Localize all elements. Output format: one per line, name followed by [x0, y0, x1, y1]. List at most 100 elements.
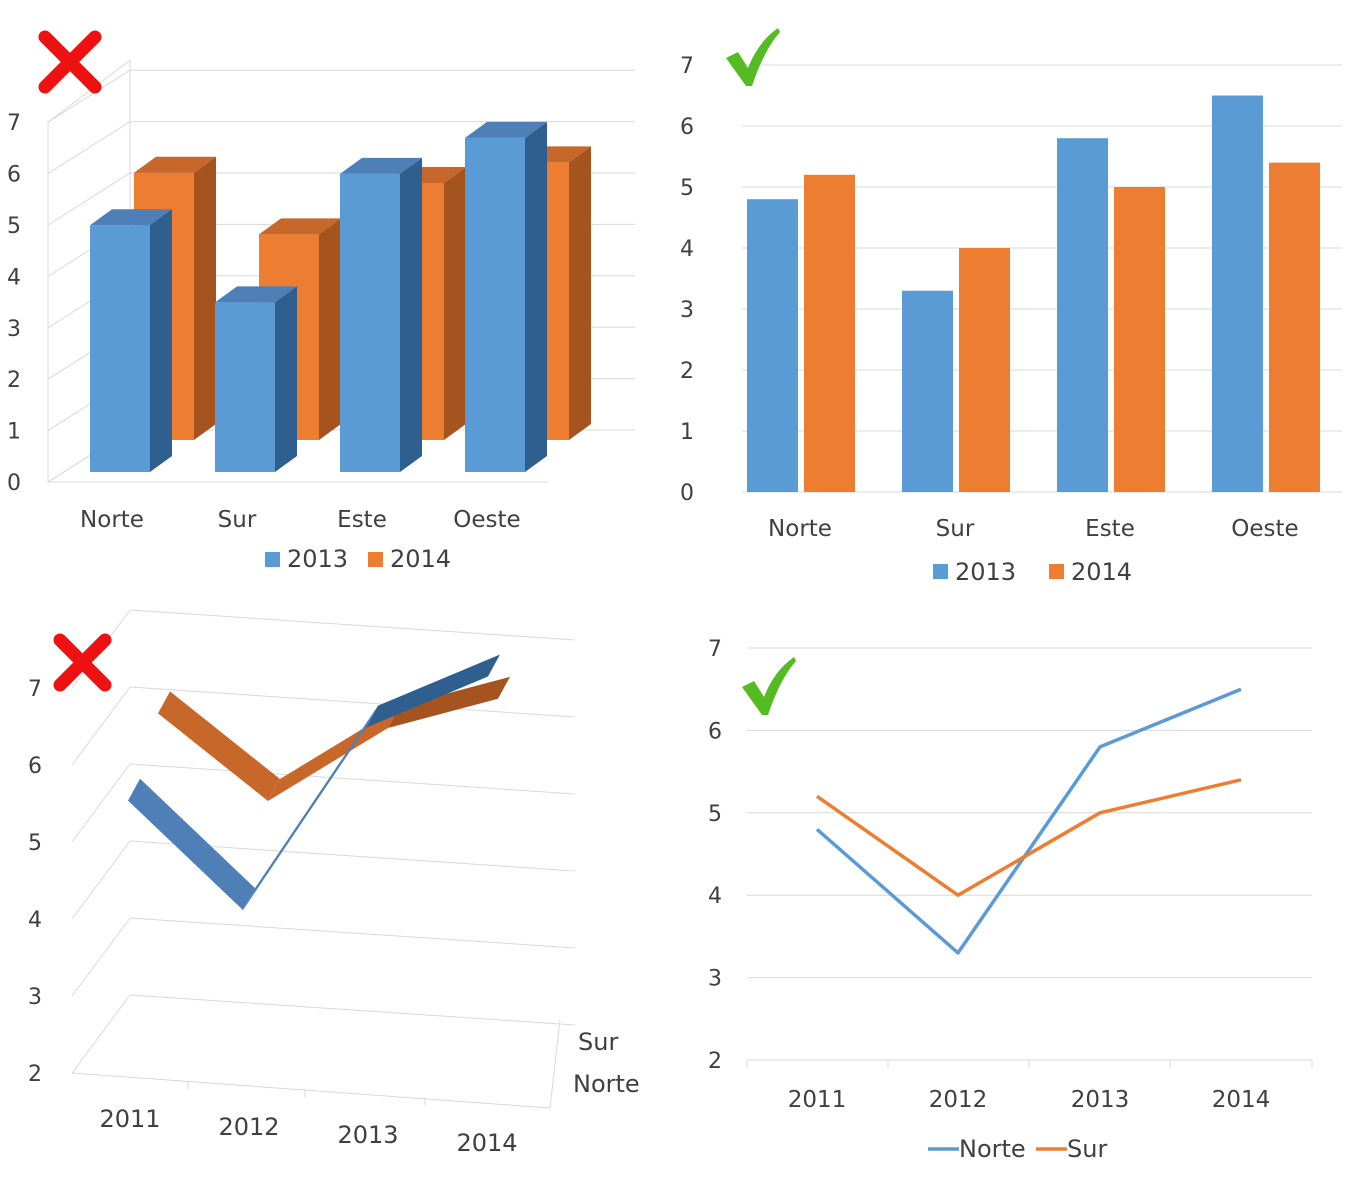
y-tick-label: 7	[28, 677, 42, 702]
side-gridline	[47, 121, 131, 175]
y-tick-label: 0	[7, 471, 21, 496]
y-tick-label: 4	[28, 908, 42, 933]
check-mark	[726, 28, 780, 86]
bar-2013	[902, 290, 953, 492]
ribbon-Sur-segment	[268, 706, 400, 801]
back-gridline	[129, 763, 576, 795]
bar-2013-front	[465, 137, 525, 472]
bar-2014-side	[444, 167, 466, 440]
bar2d-panel: 0 1 2 3 4 5 6 7 Norte Sur Este Oeste 2013 2014	[660, 0, 1350, 600]
bar-2014	[1114, 187, 1165, 492]
check-icon	[726, 28, 780, 86]
line-Sur	[815, 778, 1242, 897]
bar-2013-front	[215, 302, 275, 472]
bar-2013-top	[465, 121, 547, 138]
bar-2013	[215, 286, 297, 472]
bar-2013	[340, 157, 422, 472]
side-gridline	[47, 69, 131, 123]
y-tick-label: 7	[680, 54, 694, 79]
side-gridline	[47, 172, 131, 226]
y-tick-label: 2	[708, 1049, 722, 1074]
x-category-label: Norte	[768, 516, 832, 542]
depth-label-Sur: Sur	[578, 1028, 618, 1056]
y-tick-label: 6	[28, 754, 42, 779]
cross-icon	[38, 30, 102, 94]
ribbon-Norte-segment	[243, 705, 378, 911]
y-tick-label: 7	[708, 637, 722, 662]
x-category-label: 2014	[456, 1129, 517, 1157]
bar-2014-side	[194, 156, 216, 440]
floor-front-edge	[71, 1072, 551, 1109]
y-tick-label: 6	[680, 115, 694, 140]
x-category-label: Sur	[936, 516, 975, 542]
back-gridline	[129, 609, 576, 641]
y-tick-label: 2	[28, 1062, 42, 1087]
ribbon-Sur	[158, 676, 510, 801]
bar-2014	[959, 248, 1010, 492]
x-category-label: Este	[337, 507, 387, 533]
x-category-label: Oeste	[1231, 516, 1298, 542]
bar-2013-front	[90, 225, 150, 472]
x-category-label: Sur	[218, 507, 257, 533]
bar-2013	[465, 121, 547, 473]
x-category-label: 2012	[218, 1113, 279, 1141]
cross-icon	[53, 633, 112, 692]
bar3d-chart: 0 1 2 3 4 5 6 7 Norte Sur Este Oeste 2013 2014	[7, 30, 635, 573]
y-tick-label: 7	[7, 111, 21, 136]
line3d-chart: 2 3 4 5 6 7 2011 2012 2013 2014 Sur Norte	[28, 609, 640, 1157]
bar-2013-side	[275, 286, 297, 472]
x-category-label: 2013	[1071, 1087, 1130, 1113]
legend-label-2013: 2013	[955, 558, 1016, 586]
back-gridline	[129, 994, 576, 1026]
bar-2013-top	[90, 209, 172, 226]
legend-label-2014: 2014	[390, 545, 451, 573]
side-gridline	[71, 994, 131, 1074]
bar-2014	[804, 174, 855, 493]
x-category-label: 2011	[99, 1105, 160, 1133]
side-gridline	[71, 763, 131, 843]
legend-label-Norte: Norte	[959, 1135, 1026, 1163]
x-category-label: 2014	[1212, 1087, 1271, 1113]
bar-2014-top	[134, 156, 216, 173]
bar-2013	[90, 209, 172, 473]
x-category-label: 2011	[788, 1087, 847, 1113]
check-mark	[742, 657, 796, 715]
y-tick-label: 0	[680, 481, 694, 506]
legend-label-2014: 2014	[1071, 558, 1132, 586]
y-tick-label: 5	[680, 176, 694, 201]
legend-label-2013: 2013	[287, 545, 348, 573]
side-gridline	[71, 840, 131, 920]
y-tick-label: 5	[28, 831, 42, 856]
y-tick-label: 1	[680, 420, 694, 445]
x-category-label: 2012	[929, 1087, 988, 1113]
ribbon-Sur-segment	[158, 691, 280, 801]
line2d-panel: 2 3 4 5 6 7 2011 2012 2013 2014 Norte Sur	[660, 600, 1350, 1200]
depth-label-Norte: Norte	[573, 1070, 640, 1098]
y-tick-label: 2	[7, 368, 21, 393]
legend-label-Sur: Sur	[1067, 1135, 1107, 1163]
bar-2013	[1057, 138, 1108, 492]
y-tick-label: 4	[708, 884, 722, 909]
x-category-label: Este	[1085, 516, 1135, 542]
y-tick-label: 3	[680, 298, 694, 323]
ribbon-Norte-segment	[128, 778, 255, 911]
y-tick-label: 3	[708, 967, 722, 992]
bar-2013-top	[340, 157, 422, 174]
bar-2013-side	[400, 157, 422, 472]
legend-swatch-2013	[933, 564, 948, 579]
bar3d-panel: 0 1 2 3 4 5 6 7 Norte Sur Este Oeste 2013 2014	[0, 0, 660, 600]
bar2d-chart: 0 1 2 3 4 5 6 7 Norte Sur Este Oeste 2013 2014	[680, 28, 1342, 586]
y-tick-label: 6	[708, 719, 722, 744]
x-category-label: Oeste	[453, 507, 520, 533]
bar-2014-side	[569, 146, 591, 440]
ribbon-Norte	[128, 654, 500, 911]
back-gridline	[129, 917, 576, 949]
check-icon	[742, 657, 796, 715]
side-gridline	[71, 917, 131, 997]
y-tick-label: 4	[7, 265, 21, 290]
side-gridline	[71, 686, 131, 766]
cross-stroke-b	[38, 30, 102, 94]
x-category-label: 2013	[337, 1121, 398, 1149]
legend-swatch-2014	[1049, 564, 1064, 579]
bar-2014	[1269, 162, 1320, 492]
